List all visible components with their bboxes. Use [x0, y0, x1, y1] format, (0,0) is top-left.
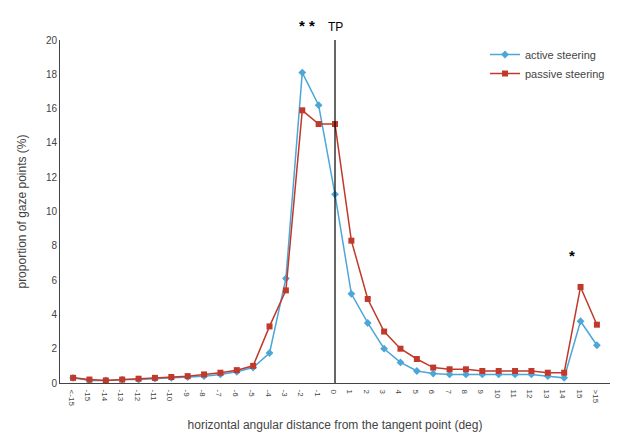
- svg-text:9: 9: [476, 390, 485, 395]
- svg-text:12: 12: [46, 172, 58, 183]
- svg-text:-15: -15: [83, 390, 92, 402]
- svg-text:2: 2: [51, 343, 57, 354]
- svg-text:horizontal angular distance fr: horizontal angular distance from the tan…: [188, 418, 483, 432]
- svg-text:10: 10: [493, 390, 502, 399]
- svg-text:-11: -11: [149, 390, 158, 402]
- svg-text:-7: -7: [214, 390, 223, 398]
- svg-text:-10: -10: [165, 390, 174, 402]
- svg-text:-1: -1: [313, 390, 322, 398]
- svg-text:1: 1: [345, 390, 354, 395]
- svg-text:6: 6: [427, 390, 436, 395]
- svg-text:14: 14: [558, 390, 567, 399]
- svg-text:-12: -12: [133, 390, 142, 402]
- svg-text:-5: -5: [247, 390, 256, 398]
- svg-text:16: 16: [46, 103, 58, 114]
- svg-text:5: 5: [411, 390, 420, 395]
- svg-text:8: 8: [51, 240, 57, 251]
- svg-text:-4: -4: [264, 390, 273, 398]
- svg-text:2: 2: [362, 390, 371, 395]
- svg-text:-9: -9: [182, 390, 191, 398]
- svg-text:4: 4: [394, 390, 403, 395]
- svg-text:10: 10: [46, 206, 58, 217]
- svg-text:-8: -8: [198, 390, 207, 398]
- svg-text:* *: * *: [299, 17, 315, 34]
- svg-text:-14: -14: [100, 390, 109, 402]
- svg-text:6: 6: [51, 275, 57, 286]
- svg-text:-3: -3: [280, 390, 289, 398]
- svg-text:13: 13: [542, 390, 551, 399]
- svg-text:3: 3: [378, 390, 387, 395]
- svg-text:<-15: <-15: [67, 390, 76, 407]
- svg-text:4: 4: [51, 309, 57, 320]
- svg-text:12: 12: [525, 390, 534, 399]
- svg-text:proportion of gaze points (%): proportion of gaze points (%): [15, 134, 29, 288]
- svg-text:7: 7: [444, 390, 453, 395]
- svg-text:11: 11: [509, 390, 518, 399]
- svg-text:-2: -2: [296, 390, 305, 398]
- svg-text:8: 8: [460, 390, 469, 395]
- svg-text:active steering: active steering: [525, 49, 596, 61]
- svg-text:*: *: [569, 247, 575, 264]
- svg-text:15: 15: [575, 390, 584, 399]
- svg-text:0: 0: [51, 378, 57, 389]
- svg-text:0: 0: [329, 390, 338, 395]
- svg-text:-13: -13: [116, 390, 125, 402]
- svg-text:>15: >15: [591, 390, 600, 404]
- svg-text:18: 18: [46, 69, 58, 80]
- svg-text:20: 20: [46, 35, 58, 46]
- svg-text:passive steering: passive steering: [525, 68, 605, 80]
- svg-text:14: 14: [46, 137, 58, 148]
- svg-text:TP: TP: [328, 20, 343, 34]
- svg-text:-6: -6: [231, 390, 240, 398]
